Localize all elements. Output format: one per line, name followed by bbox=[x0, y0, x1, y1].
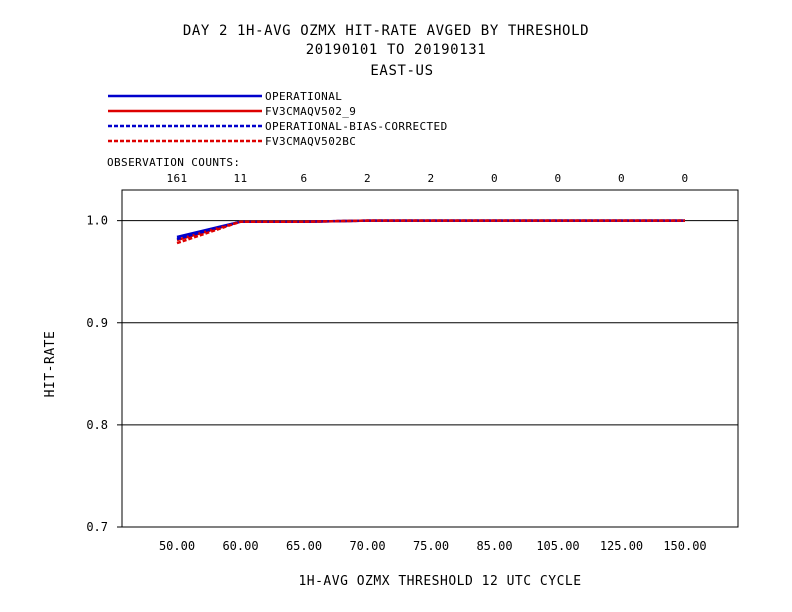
series-line-3 bbox=[176, 219, 685, 245]
observation-count-3: 2 bbox=[364, 172, 371, 185]
plot-frame bbox=[121, 189, 739, 528]
x-tick-label-0: 50.00 bbox=[159, 539, 195, 553]
y-tick-labels: 0.7 0.8 0.9 1.0 bbox=[86, 214, 122, 534]
x-tick-label-1: 60.00 bbox=[222, 539, 258, 553]
y-tick-label-1: 0.8 bbox=[86, 418, 108, 432]
legend-label-2: OPERATIONAL-BIAS-CORRECTED bbox=[265, 120, 448, 133]
observation-count-6: 0 bbox=[554, 172, 561, 185]
legend-label-3: FV3CMAQV502BC bbox=[265, 135, 356, 148]
x-tick-label-7: 125.00 bbox=[600, 539, 643, 553]
y-tick-label-2: 0.9 bbox=[86, 316, 108, 330]
x-tick-label-3: 70.00 bbox=[349, 539, 385, 553]
observation-count-5: 0 bbox=[491, 172, 498, 185]
x-tick-label-4: 75.00 bbox=[413, 539, 449, 553]
observation-count-0: 161 bbox=[166, 172, 187, 185]
x-tick-labels: 50.00 60.00 65.00 70.00 75.00 85.00 105.00 125.… bbox=[159, 539, 707, 553]
legend-label-0: OPERATIONAL bbox=[265, 90, 342, 103]
y-tick-label-0: 0.7 bbox=[86, 520, 108, 534]
series-line-2 bbox=[176, 219, 685, 241]
x-axis-title: 1H-AVG OZMX THRESHOLD 12 UTC CYCLE bbox=[298, 574, 581, 589]
series-lines bbox=[176, 219, 685, 245]
chart-title-line-1: DAY 2 1H-AVG OZMX HIT-RATE AVGED BY THRE… bbox=[183, 23, 589, 39]
chart-title-line-2: 20190101 TO 20190131 bbox=[306, 42, 487, 58]
observation-count-2: 6 bbox=[300, 172, 307, 185]
observation-count-1: 11 bbox=[233, 172, 247, 185]
x-tick-label-2: 65.00 bbox=[286, 539, 322, 553]
y-tick-label-3: 1.0 bbox=[86, 214, 108, 228]
legend-label-1: FV3CMAQV502_9 bbox=[265, 105, 356, 118]
observation-count-7: 0 bbox=[618, 172, 625, 185]
x-tick-label-8: 150.00 bbox=[663, 539, 706, 553]
y-axis-title: HIT-RATE bbox=[43, 331, 58, 398]
observation-counts-label: OBSERVATION COUNTS: bbox=[107, 156, 240, 169]
observation-counts: 161 11 6 2 2 0 0 0 0 bbox=[166, 172, 688, 185]
x-tick-label-5: 85.00 bbox=[476, 539, 512, 553]
observation-count-4: 2 bbox=[427, 172, 434, 185]
legend: OPERATIONAL FV3CMAQV502_9 OPERATIONAL-BIAS… bbox=[108, 90, 448, 148]
chart-title-line-3: EAST-US bbox=[370, 63, 433, 79]
x-tick-label-6: 105.00 bbox=[536, 539, 579, 553]
observation-count-8: 0 bbox=[681, 172, 688, 185]
